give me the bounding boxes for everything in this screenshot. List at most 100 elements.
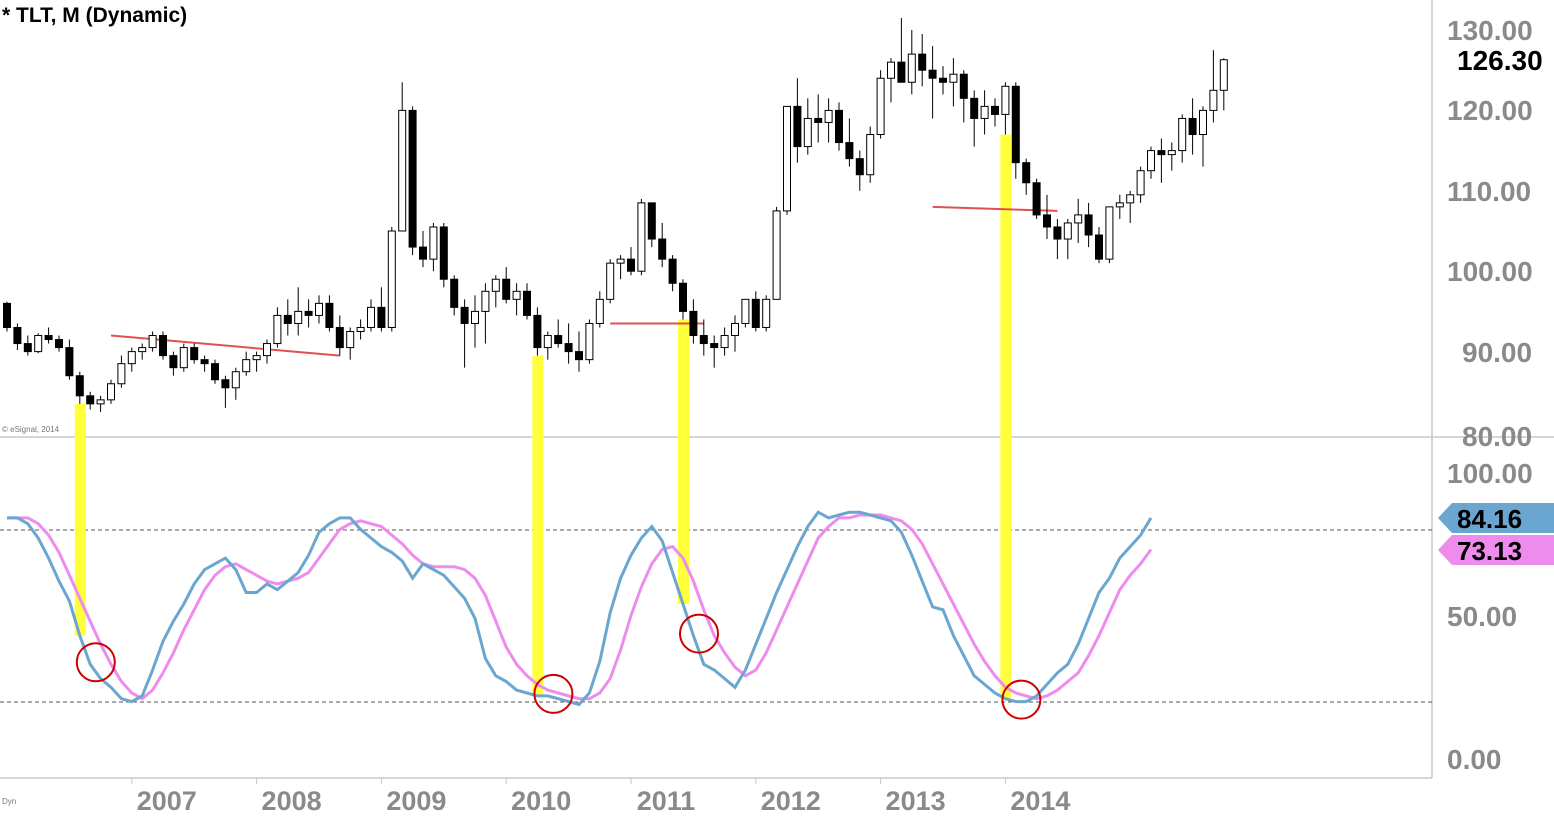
candle-down [710, 335, 719, 368]
osc-tick-50: 50.00 [1447, 601, 1517, 632]
candle-body [949, 73, 958, 83]
candle-down [55, 335, 63, 352]
candle-up [1105, 206, 1114, 264]
price-tick-80: 80.00 [1462, 421, 1532, 452]
candle-body [855, 158, 864, 176]
candle-body [647, 202, 656, 240]
candle-down [1084, 202, 1093, 248]
candle-down [304, 299, 313, 328]
candle-down [835, 102, 843, 151]
candle-up [949, 58, 958, 107]
candle-body [356, 326, 365, 333]
blue-value-label: 84.16 [1457, 504, 1522, 534]
candle-body [637, 202, 646, 272]
candle-down [627, 247, 635, 276]
pink-value-tag [1438, 535, 1554, 565]
candle-body [221, 379, 230, 389]
candle-down [1157, 138, 1166, 183]
candle-body [751, 298, 760, 328]
candle-up [907, 30, 916, 95]
candle-up [1178, 114, 1187, 163]
candle-up [117, 355, 126, 388]
candle-up [1147, 146, 1155, 179]
candle-down [845, 118, 854, 167]
footer-tag: Dyn [2, 797, 16, 806]
candle-body [138, 347, 147, 353]
candle-body [1011, 85, 1020, 164]
candlestick-series [3, 17, 1228, 412]
candle-up [1074, 198, 1083, 244]
crossover-circle [75, 642, 116, 683]
candle-up [980, 90, 989, 135]
candle-body [117, 363, 126, 385]
candle-up [783, 105, 791, 215]
candle-down [159, 331, 167, 360]
candle-body [127, 351, 136, 365]
candle-down [647, 202, 656, 248]
candle-up [127, 347, 136, 372]
candle-down [65, 339, 74, 380]
candle-body [325, 302, 334, 328]
candle-body [148, 335, 157, 349]
candle-up [1115, 194, 1124, 219]
candle-up [595, 291, 604, 328]
candle-body [294, 310, 303, 324]
candle-down [699, 319, 708, 356]
candle-down [86, 391, 95, 410]
candle-up [34, 333, 43, 354]
candle-down [855, 150, 864, 191]
candle-body [55, 339, 63, 349]
candle-body [793, 105, 802, 148]
candle-up [512, 283, 521, 316]
osc-tick-0: 0.00 [1447, 744, 1502, 775]
candle-up [179, 343, 188, 372]
time-label: 2011 [637, 786, 696, 816]
time-label: 2009 [386, 786, 446, 816]
candle-body [107, 383, 115, 401]
candle-down [450, 275, 459, 316]
candle-body [96, 399, 105, 405]
candle-down [523, 283, 531, 320]
candle-body [1032, 182, 1041, 216]
candle-body [1074, 214, 1083, 224]
price-tick-110: 110.00 [1447, 176, 1531, 207]
candle-body [211, 363, 219, 381]
candle-up [772, 206, 781, 300]
candle-down [1095, 226, 1103, 264]
candle-up [346, 327, 355, 360]
candle-body [959, 73, 968, 99]
candle-body [585, 322, 594, 361]
candle-up [429, 222, 438, 272]
candle-body [304, 310, 313, 316]
candle-up [471, 295, 479, 348]
candle-down [13, 323, 22, 350]
candle-body [533, 314, 542, 349]
candle-down [1043, 194, 1051, 240]
candle-up [315, 295, 323, 324]
time-label: 2012 [761, 786, 821, 816]
candle-body [1105, 206, 1114, 260]
candle-body [1084, 214, 1093, 236]
candle-down [668, 255, 677, 292]
candle-body [34, 335, 43, 353]
candle-down [554, 319, 563, 348]
candle-up [367, 299, 375, 332]
candle-down [918, 34, 927, 87]
candle-up [273, 307, 282, 348]
candle-up [1063, 218, 1072, 260]
candle-down [200, 355, 209, 372]
candle-body [575, 351, 583, 361]
last-price-label: 126.30 [1457, 45, 1543, 76]
candle-body [564, 343, 573, 353]
candle-down [1022, 158, 1031, 195]
candle-up [762, 295, 771, 332]
candle-down [793, 78, 802, 163]
candle-down [1032, 178, 1041, 219]
candle-up [637, 198, 646, 276]
candle-body [876, 77, 885, 136]
candle-up [887, 58, 895, 103]
candle-up [491, 275, 500, 308]
candle-up [1001, 82, 1010, 135]
candle-down [211, 359, 219, 384]
candle-body [179, 347, 188, 369]
